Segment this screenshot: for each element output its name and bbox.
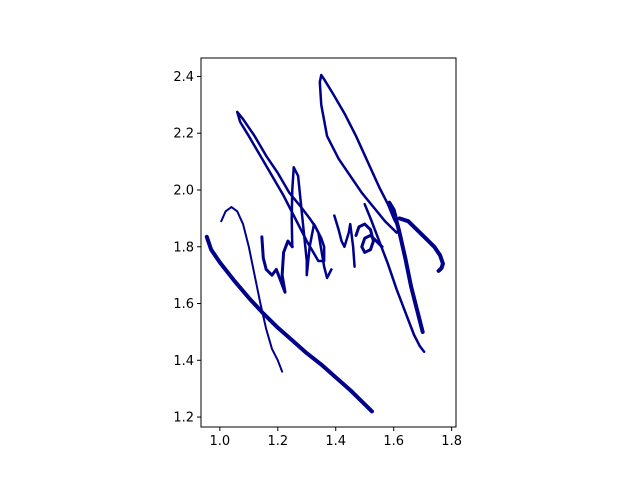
stroke-series-1 [220,206,284,373]
stroke-series-7 [354,222,384,254]
y-tick-label: 2.4 [173,70,194,85]
y-tick-label: 1.4 [173,354,194,369]
stroke-series-2 [204,234,374,414]
y-axis: 1.2 1.4 1.6 1.8 2.0 2.2 2.4 [173,70,201,426]
stroke-series-3 [260,235,294,294]
stroke-series-10 [387,200,425,334]
stroke-series-4 [290,166,333,280]
y-tick-label: 1.8 [173,240,194,255]
stroke-series-5 [235,110,326,263]
stroke-series-11 [397,216,445,273]
x-tick-label: 1.2 [267,434,288,449]
stroke-series-9 [363,202,426,354]
stroke-series-6 [333,214,356,268]
axes-frame [200,57,457,428]
x-tick-label: 1.6 [383,434,404,449]
y-tick-label: 2.0 [173,183,194,198]
y-tick-label: 1.6 [173,297,194,312]
y-tick-label: 2.2 [173,127,194,142]
x-tick-label: 1.0 [209,434,230,449]
plot-area [204,73,445,414]
x-axis: 1.0 1.2 1.4 1.6 1.8 [209,427,462,449]
x-tick-label: 1.8 [441,434,462,449]
y-tick-label: 1.2 [173,411,194,426]
x-tick-label: 1.4 [325,434,346,449]
